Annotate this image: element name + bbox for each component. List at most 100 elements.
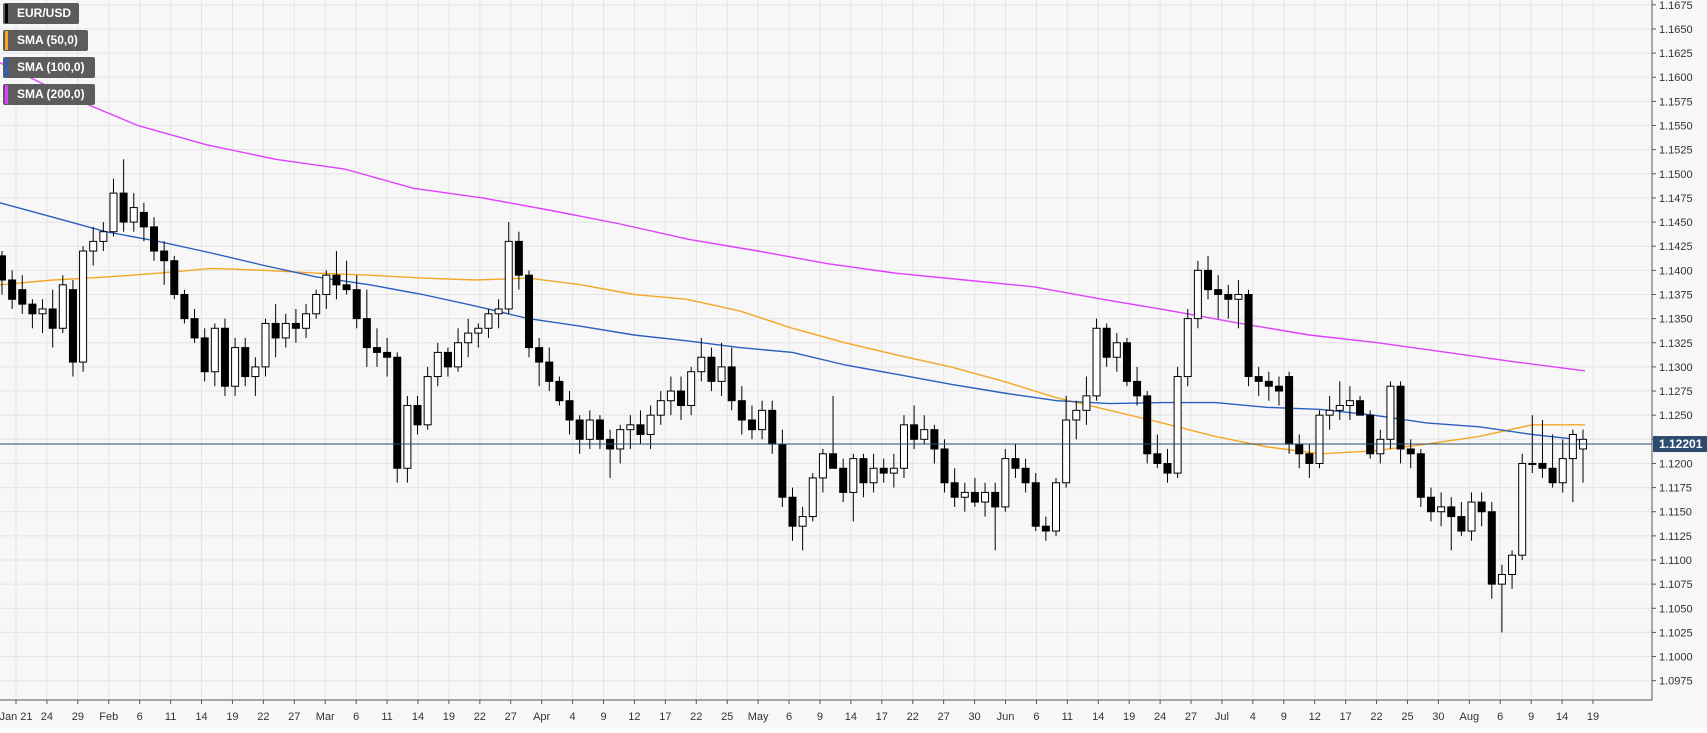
candle-body: [261, 322, 270, 368]
x-tick-label: 6: [1033, 711, 1039, 723]
candle-body: [190, 318, 199, 339]
candle-body: [160, 250, 169, 262]
y-tick-label: 1.1025: [1659, 627, 1693, 639]
candle: [48, 289, 57, 348]
candle-body: [575, 419, 584, 440]
candle: [150, 217, 159, 261]
candle-body: [1426, 496, 1435, 513]
legend-item-sma100[interactable]: SMA (100,0): [3, 57, 95, 78]
candle: [1143, 391, 1152, 464]
candle: [0, 251, 6, 295]
candle: [1254, 366, 1263, 396]
x-tick-label: 11: [381, 711, 392, 723]
candle: [727, 347, 736, 411]
current-price-tag: 1.12201: [1653, 436, 1707, 453]
x-tick-label: 14: [412, 711, 424, 723]
candle-body: [1274, 385, 1283, 392]
candle-body: [89, 240, 98, 252]
legend-swatch: [5, 85, 8, 104]
candle-body: [48, 308, 57, 329]
y-tick-label: 1.1350: [1659, 314, 1693, 326]
candle: [38, 299, 47, 334]
candle-body: [1031, 482, 1040, 527]
candle-body: [1518, 462, 1527, 556]
candle: [899, 415, 908, 478]
candle-body: [1112, 342, 1121, 358]
candle-body: [1467, 501, 1476, 532]
candle-body: [1102, 327, 1111, 358]
candle: [1011, 444, 1020, 478]
x-tick-label: 17: [876, 711, 888, 723]
candle: [1133, 366, 1142, 406]
current-price-label: 1.12201: [1659, 437, 1703, 451]
candle: [1356, 395, 1365, 416]
candle-body: [1214, 289, 1223, 295]
y-tick-label: 1.1150: [1659, 507, 1692, 519]
candle: [342, 260, 351, 295]
candle: [58, 275, 67, 334]
candle-body: [150, 226, 159, 252]
candle: [1102, 323, 1111, 367]
candle: [626, 415, 635, 449]
candle: [119, 159, 128, 232]
x-tick-label: 24: [1154, 711, 1166, 723]
candle: [1031, 473, 1040, 532]
candle-body: [1406, 448, 1415, 455]
candle: [1335, 381, 1344, 420]
candle: [514, 231, 523, 290]
candle: [950, 468, 959, 507]
candle: [99, 222, 108, 252]
candle-body: [1548, 467, 1557, 484]
candle-body: [535, 347, 544, 363]
candle: [1416, 448, 1425, 507]
candle: [656, 391, 665, 425]
candle-body: [119, 192, 128, 223]
x-tick-label: 22: [907, 711, 919, 723]
candle: [1052, 477, 1060, 536]
legend-item-sma50[interactable]: SMA (50,0): [3, 30, 88, 51]
candle: [555, 376, 564, 406]
candle: [839, 458, 848, 503]
candle: [1426, 487, 1435, 522]
candle: [251, 357, 260, 396]
candle-body: [1487, 511, 1496, 585]
candle: [413, 395, 422, 435]
y-tick-label: 1.1400: [1659, 265, 1693, 277]
x-tick-label: 12: [628, 711, 640, 723]
y-tick-label: 1.1650: [1659, 24, 1693, 36]
candle: [1305, 444, 1314, 478]
x-tick-label: 19: [443, 711, 455, 723]
candle: [393, 352, 402, 483]
candle-body: [879, 467, 888, 474]
candle: [1325, 395, 1334, 430]
candle-body: [1416, 453, 1425, 498]
candle-body: [1437, 506, 1446, 513]
candle-body: [443, 351, 452, 368]
candle: [79, 246, 88, 372]
candle: [68, 280, 77, 377]
candle-body: [869, 467, 878, 484]
candle-body: [494, 308, 503, 315]
candle: [220, 318, 229, 396]
candle-body: [1244, 293, 1253, 378]
candle-body: [514, 240, 523, 276]
candle-body: [545, 361, 554, 382]
candle: [1021, 458, 1030, 493]
candle: [859, 453, 868, 498]
legend-item-price[interactable]: EUR/USD: [3, 3, 79, 24]
candle-body: [920, 429, 929, 440]
candle-body: [1558, 458, 1567, 484]
candle: [525, 270, 533, 358]
candle-body: [271, 322, 280, 339]
candle: [707, 347, 716, 392]
candle: [981, 482, 990, 517]
candle-body: [1183, 318, 1192, 378]
candle: [423, 366, 432, 430]
candle-body: [798, 516, 807, 527]
candle: [1477, 492, 1486, 527]
candle: [1457, 502, 1466, 536]
candle-body: [818, 453, 827, 479]
candle-body: [808, 477, 817, 518]
legend-item-sma200[interactable]: SMA (200,0): [3, 84, 95, 105]
